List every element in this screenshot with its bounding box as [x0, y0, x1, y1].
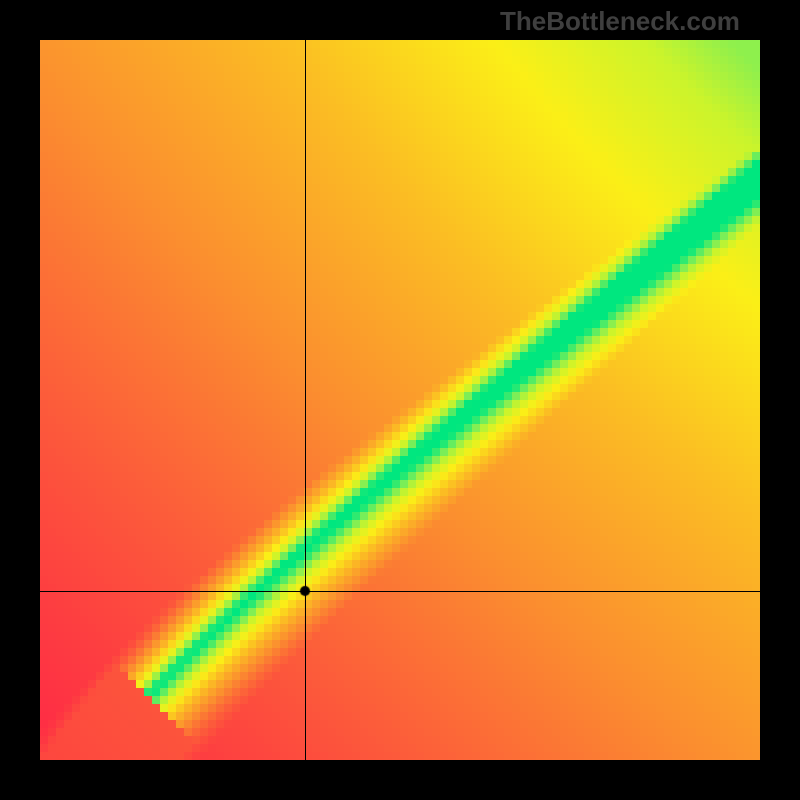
watermark-label: TheBottleneck.com [500, 6, 740, 37]
crosshair-horizontal [40, 591, 760, 592]
crosshair-marker [299, 585, 311, 597]
heatmap-canvas [40, 40, 760, 760]
crosshair-vertical [305, 40, 306, 760]
